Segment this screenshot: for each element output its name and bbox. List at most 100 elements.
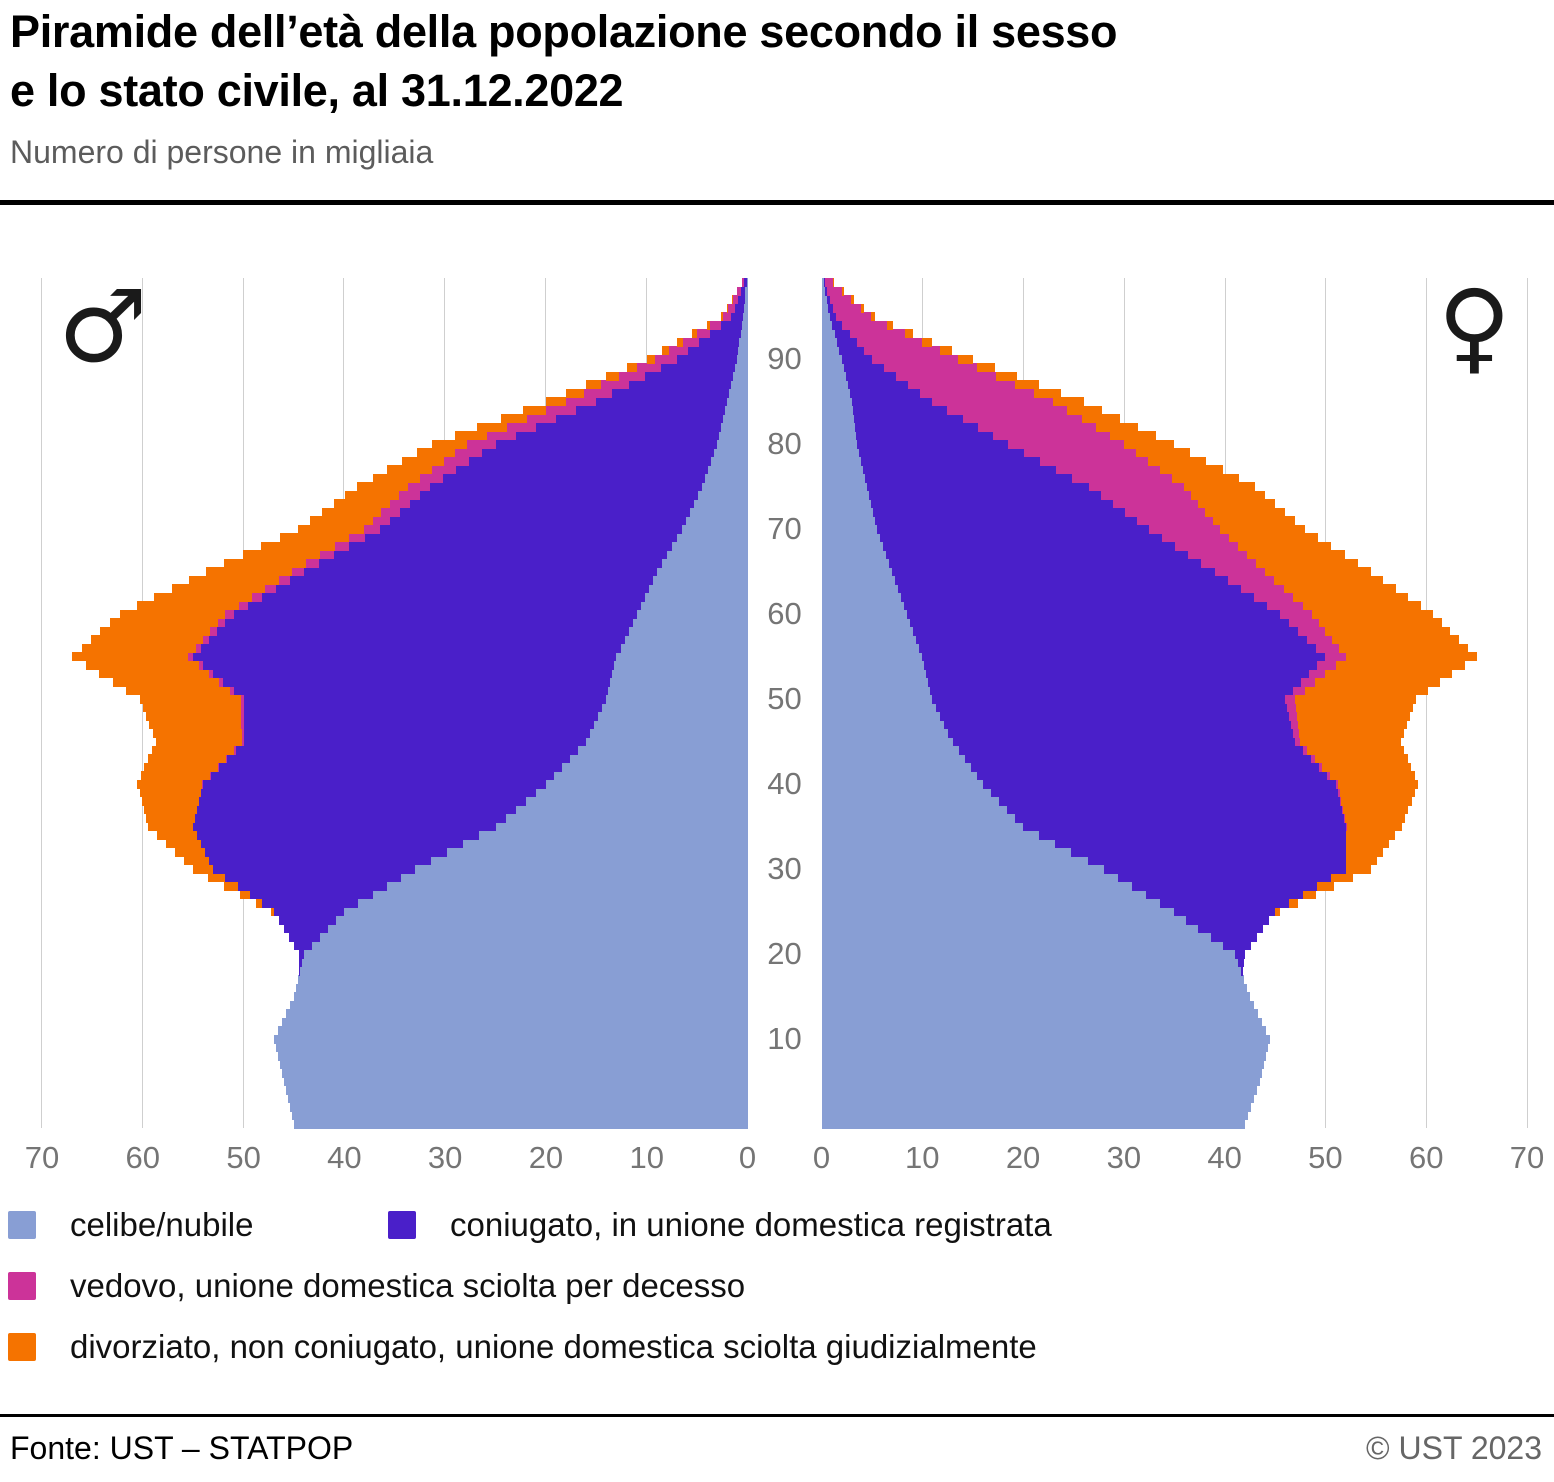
male-married-segment — [364, 533, 677, 542]
female-widowed-segment — [1136, 516, 1213, 525]
male-divorced-segment — [224, 558, 307, 568]
male-bar-age-7 — [42, 1060, 748, 1069]
female-married-segment — [919, 643, 1317, 653]
male-bar-age-87 — [42, 380, 748, 389]
male-married-segment — [660, 363, 736, 372]
male-bar-age-72 — [42, 507, 748, 517]
male-single-segment — [598, 711, 748, 721]
male-married-segment — [278, 915, 337, 925]
male-widowed-segment — [209, 669, 214, 678]
male-married-segment — [219, 762, 563, 772]
male-bar-age-21 — [42, 941, 748, 950]
female-bar-age-5 — [821, 1077, 1528, 1086]
male-bar-age-29 — [42, 873, 748, 882]
male-single-segment — [285, 1085, 748, 1095]
male-divorced-segment — [143, 805, 198, 814]
male-married-segment — [225, 618, 633, 627]
female-widowed-segment — [896, 371, 996, 381]
male-bar-age-57 — [42, 635, 748, 644]
female-bar-age-95 — [821, 312, 1528, 321]
female-divorced-segment — [832, 278, 834, 287]
male-widowed-segment — [240, 703, 244, 712]
male-divorced-segment — [333, 499, 391, 508]
female-single-segment — [821, 1009, 1258, 1018]
female-widowed-segment — [1291, 720, 1299, 729]
female-bar-age-21 — [821, 941, 1528, 950]
male-single-segment — [737, 354, 748, 364]
male-bar-age-60 — [42, 609, 748, 619]
male-married-segment — [430, 482, 703, 491]
female-married-segment — [990, 788, 1338, 797]
female-widowed-segment — [1319, 762, 1323, 772]
female-single-segment — [821, 822, 1024, 831]
female-single-segment — [821, 601, 905, 610]
legend-label-married: coniugato, in unione domestica registrat… — [450, 1206, 1052, 1243]
male-bar-age-75 — [42, 482, 748, 491]
female-single-segment — [821, 1102, 1251, 1112]
male-married-segment — [233, 609, 637, 619]
female-bar-age-82 — [821, 422, 1528, 432]
male-divorced-segment — [239, 890, 250, 899]
female-bar-age-78 — [821, 456, 1528, 466]
female-married-segment — [958, 745, 1304, 755]
male-divorced-segment — [148, 754, 226, 763]
female-single-segment — [821, 796, 999, 806]
female-single-segment — [821, 881, 1132, 891]
female-bar-age-11 — [821, 1026, 1528, 1035]
female-married-segment — [870, 499, 1113, 508]
female-single-segment — [821, 890, 1147, 899]
female-married-segment — [895, 575, 1228, 585]
female-single-segment — [821, 278, 824, 287]
female-bar-age-93 — [821, 329, 1528, 338]
male-divorced-segment — [707, 320, 711, 330]
female-divorced-segment — [1312, 609, 1434, 619]
male-married-segment — [293, 941, 313, 950]
male-bar-age-54 — [42, 660, 748, 670]
female-divorced-segment — [1331, 873, 1353, 882]
female-single-segment — [821, 626, 914, 636]
male-bar-age-93 — [42, 329, 748, 338]
male-married-segment — [628, 380, 732, 389]
female-married-segment — [862, 465, 1057, 474]
male-divorced-segment — [151, 745, 234, 755]
male-single-segment — [686, 516, 748, 525]
male-single-segment — [652, 575, 748, 585]
female-widowed-segment — [1343, 813, 1345, 823]
male-single-segment — [743, 312, 748, 321]
male-widowed-segment — [398, 490, 420, 500]
male-widowed-segment — [526, 414, 557, 423]
female-widowed-segment — [1280, 609, 1313, 619]
male-widowed-segment — [506, 422, 536, 432]
female-widowed-segment — [1337, 788, 1340, 797]
female-bar-age-41 — [821, 771, 1528, 780]
male-divorced-segment — [171, 584, 266, 593]
female-single-segment — [821, 618, 911, 627]
male-bar-age-15 — [42, 992, 748, 1001]
female-divorced-segment — [1303, 601, 1422, 610]
male-divorced-segment — [523, 405, 547, 415]
male-single-segment — [447, 847, 748, 857]
male-bar-age-96 — [42, 303, 748, 313]
female-single-segment — [821, 958, 1238, 967]
male-bar-age-68 — [42, 541, 748, 551]
male-married-segment — [419, 490, 699, 500]
female-single-segment — [821, 1111, 1248, 1120]
female-single-segment — [821, 983, 1247, 993]
male-widowed-segment — [306, 558, 320, 568]
male-divorced-segment — [72, 652, 189, 661]
male-married-segment — [443, 473, 706, 483]
female-married-segment — [1131, 881, 1318, 891]
female-single-segment — [821, 592, 902, 602]
male-bar-age-42 — [42, 762, 748, 772]
female-widowed-segment — [1327, 771, 1330, 780]
female-single-segment — [821, 703, 937, 712]
chart-subtitle: Numero di persone in migliaia — [10, 134, 434, 170]
male-married-segment — [201, 839, 464, 848]
female-single-segment — [821, 558, 890, 568]
female-bar-age-85 — [821, 397, 1528, 406]
female-bar-age-92 — [821, 337, 1528, 347]
male-single-segment — [717, 439, 748, 449]
female-widowed-segment — [871, 354, 958, 364]
male-bar-age-76 — [42, 473, 748, 483]
female-bar-age-42 — [821, 762, 1528, 772]
